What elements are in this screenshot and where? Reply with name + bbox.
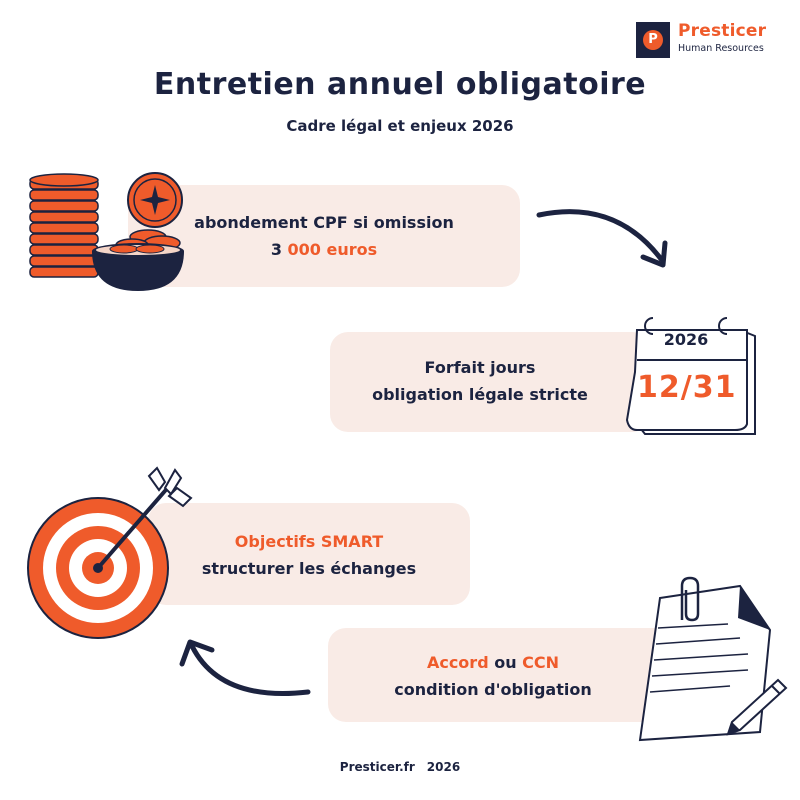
logo-letter: P xyxy=(643,30,663,50)
card-accord-ou: ou xyxy=(488,653,523,672)
calendar-date: 12/31 xyxy=(637,370,737,405)
arrow-curve-up-icon xyxy=(179,639,311,696)
card-accord-line2: condition d'obligation xyxy=(394,680,592,699)
card-cpf-amount-prefix: 3 xyxy=(270,240,288,259)
card-accord: Accord ou CCN condition d'obligation xyxy=(328,628,688,722)
card-forfait-line1: Forfait jours xyxy=(424,358,536,377)
card-accord-line1: Accord ou CCN xyxy=(328,649,658,676)
document-pen-icon xyxy=(638,576,788,742)
card-cpf: abondement CPF si omission 3 000 euros xyxy=(128,185,520,287)
coins-stack-icon xyxy=(29,172,184,291)
footer: Presticer.fr 2026 xyxy=(0,760,800,774)
calendar-year: 2026 xyxy=(663,330,709,349)
card-cpf-line1: abondement CPF si omission xyxy=(194,213,454,232)
card-accord-ccn: CCN xyxy=(522,653,560,672)
target-arrow-icon xyxy=(27,466,193,639)
page-title: Entretien annuel obligatoire xyxy=(153,67,647,102)
calendar-icon xyxy=(625,317,756,435)
brand-logo: P Presticer Human Resources xyxy=(636,21,786,58)
footer-site: Presticer.fr xyxy=(339,760,415,774)
footer-year: 2026 xyxy=(426,760,461,774)
card-accord-accord: Accord xyxy=(426,653,489,672)
card-objectifs: Objectifs SMART structurer les échanges xyxy=(148,503,470,605)
card-objectifs-line2: structurer les échanges xyxy=(201,559,417,578)
card-forfait-line2: obligation légale stricte xyxy=(372,385,588,404)
card-cpf-line2: 3 000 euros xyxy=(128,236,520,263)
arrow-curve-down-icon xyxy=(536,209,668,268)
card-objectifs-line1: Objectifs SMART xyxy=(234,532,384,551)
logo-mark-icon: P xyxy=(636,22,670,58)
brand-name: Presticer xyxy=(678,21,767,41)
card-cpf-amount: 000 euros xyxy=(287,240,378,259)
brand-tagline: Human Resources xyxy=(678,43,764,54)
card-forfait-jours: Forfait jours obligation légale stricte xyxy=(330,332,650,432)
page-subtitle: Cadre légal et enjeux 2026 xyxy=(286,117,514,135)
